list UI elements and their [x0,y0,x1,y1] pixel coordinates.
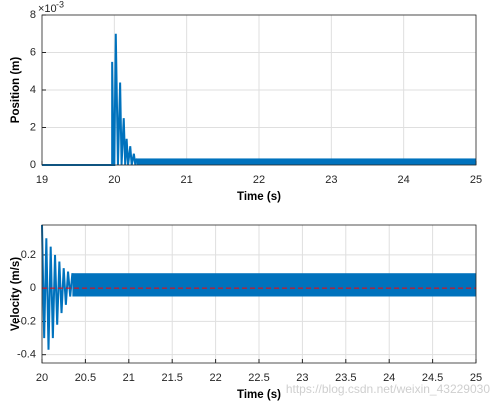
x-tick-label: 20 [108,174,120,186]
x-tick-label: 22 [253,174,265,186]
axes-box [41,14,477,166]
data-line [41,224,74,350]
data-line [42,33,138,166]
x-tick-label: 21 [181,174,193,186]
x-tick-label: 24.5 [422,372,443,384]
oscillation-band [72,273,476,297]
x-tick-label: 20.5 [75,372,96,384]
x-axis-label: Time (s) [237,191,281,203]
watermark: https://blog.csdn.net/weixin_43229030 [286,382,490,396]
y-axis-label: Position (m) [10,57,22,124]
x-tick-label: 23 [325,174,337,186]
x-tick-label: 23.5 [335,372,356,384]
x-tick-label: 21 [123,372,135,384]
y-tick-label: -0.2 [17,315,36,327]
x-tick-label: 24 [383,372,395,384]
x-tick-label: 25 [470,372,482,384]
x-tick-label: 22 [209,372,221,384]
x-tick-label: 22.5 [248,372,269,384]
x-tick-label: 20 [36,372,48,384]
x-tick-label: 23 [296,372,308,384]
y-tick-label: 6 [30,46,36,58]
y-scale-exponent: -3 [56,0,64,9]
y-axis-label: Velocity (m/s) [10,257,22,331]
x-tick-label: 24 [398,174,410,186]
y-tick-label: 0.2 [21,249,36,261]
y-tick-label: 8 [30,9,36,21]
y-tick-label: -0.4 [17,349,36,361]
axes-box [41,224,477,364]
x-axis-label: Time (s) [237,389,281,401]
x-tick-label: 25 [470,174,482,186]
y-scale-base: ×10 [38,3,57,15]
y-tick-label: 2 [30,121,36,133]
y-tick-label: 0 [30,282,36,294]
x-tick-label: 21.5 [161,372,182,384]
oscillation-band [136,158,477,165]
x-tick-label: 19 [36,174,48,186]
y-tick-label: 4 [30,84,36,96]
y-tick-label: 0 [30,159,36,171]
